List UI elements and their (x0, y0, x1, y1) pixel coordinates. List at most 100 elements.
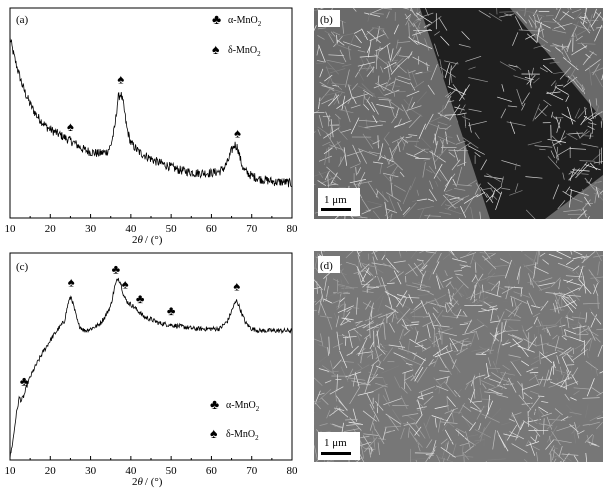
sem-fiber (466, 251, 473, 256)
sem-fiber (314, 338, 323, 343)
club-peak-marker: ♣ (136, 291, 145, 306)
sem-fiber (521, 251, 523, 252)
sem-fiber (339, 297, 345, 303)
sem-fiber (456, 276, 469, 289)
sem-fiber (579, 160, 596, 162)
x-tick-label: 80 (287, 223, 299, 235)
sem-fiber (570, 251, 573, 255)
sem-fiber (334, 389, 337, 402)
sem-fiber (476, 191, 486, 198)
sem-fiber (409, 16, 420, 28)
sem-fiber (321, 98, 333, 105)
sem-fiber (349, 179, 366, 184)
sem-fiber (459, 323, 469, 326)
sem-fiber (487, 182, 502, 195)
sem-fiber (443, 176, 453, 192)
sem-fiber (533, 44, 546, 49)
sem-fiber (579, 16, 588, 19)
sem-fiber (448, 437, 463, 443)
x-axis-title-c: 2θ / (°) (132, 476, 163, 488)
sem-fiber (590, 12, 602, 28)
sem-fiber (551, 29, 567, 34)
sem-fiber (466, 439, 476, 446)
sem-fiber (332, 81, 343, 91)
sem-fiber (351, 215, 368, 219)
sem-fiber (556, 251, 572, 259)
sem-fiber (319, 81, 335, 92)
sem-fiber (399, 135, 406, 146)
sem-fiber (433, 163, 443, 179)
sem-fiber (538, 28, 545, 33)
sem-fiber (452, 461, 454, 462)
sem-fiber (532, 13, 545, 17)
sem-fiber (593, 284, 599, 297)
sem-fiber (350, 345, 359, 354)
sem-fiber (342, 41, 362, 49)
sem-fiber (402, 8, 409, 10)
sem-fiber (594, 111, 603, 115)
sem-fiber (415, 411, 421, 418)
sem-fiber (389, 322, 395, 333)
sem-fiber (514, 183, 519, 193)
sem-fiber (479, 421, 491, 438)
sem-fiber (448, 65, 452, 86)
sem-fiber (394, 310, 398, 320)
sem-fiber (508, 64, 519, 68)
sem-fiber (442, 277, 453, 283)
sem-fiber (445, 347, 455, 365)
sem-fiber (551, 277, 561, 288)
sem-fiber (468, 398, 482, 412)
peak-markers-a: ♠ ♠ ♠ (67, 72, 241, 141)
xrd-chart-c: 10 20 30 40 50 60 70 80 ♣♠♣♠♣♣♠ (c) ♣ α-MnO2 ♠ δ-… (5, 252, 298, 488)
sem-fiber (427, 337, 443, 352)
x-tick-label: 20 (45, 223, 57, 235)
sem-fiber (418, 386, 435, 394)
sem-fiber (520, 288, 523, 297)
sem-fiber (412, 22, 421, 41)
sem-fiber (563, 334, 570, 338)
sem-fiber (364, 272, 377, 281)
sem-fiber (562, 452, 570, 462)
sem-fiber (384, 210, 391, 216)
sem-fiber (601, 73, 603, 81)
sem-fiber (453, 348, 467, 352)
sem-fiber (437, 417, 442, 433)
sem-fiber (458, 218, 461, 219)
sem-fiber (552, 361, 556, 369)
sem-fiber (402, 297, 407, 308)
sem-fiber (580, 256, 589, 259)
sem-fiber (533, 251, 538, 265)
sem-fiber (369, 405, 379, 414)
sem-fiber (327, 173, 329, 188)
sem-fiber (482, 291, 484, 306)
sem-fiber (561, 335, 567, 341)
sem-fiber (459, 442, 470, 446)
sem-fiber (328, 54, 344, 56)
panel-label-box-b (318, 10, 340, 27)
sem-fiber (485, 253, 494, 264)
sem-fiber (570, 362, 573, 380)
club-peak-marker: ♣ (20, 373, 29, 388)
sem-fiber (400, 395, 408, 410)
sem-fiber (435, 376, 450, 381)
sem-fiber (533, 316, 538, 325)
sem-fiber (330, 119, 334, 138)
sem-fiber (522, 420, 538, 431)
sem-fiber (590, 360, 592, 371)
sem-fiber (434, 405, 449, 409)
sem-fiber (320, 333, 324, 346)
sem-fiber (470, 374, 476, 387)
sem-fiber (424, 113, 434, 130)
sem-fiber (397, 41, 411, 44)
sem-fiber (527, 396, 540, 414)
sem-fiber (349, 386, 361, 405)
sem-fiber (372, 361, 382, 380)
sem-fiber (358, 67, 374, 70)
sem-fiber (384, 425, 402, 428)
sem-fiber (521, 383, 539, 391)
sem-fiber (324, 380, 332, 384)
sem-fiber (562, 172, 565, 180)
sem-fiber (595, 366, 598, 376)
sem-fiber (382, 262, 401, 273)
